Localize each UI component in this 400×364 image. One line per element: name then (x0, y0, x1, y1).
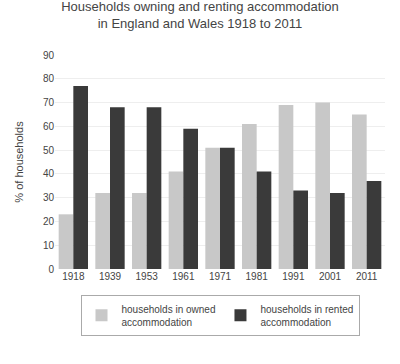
svg-text:1939: 1939 (99, 271, 122, 282)
svg-text:households in rentedaccommodat: households in rentedaccommodation (260, 304, 353, 328)
svg-text:60: 60 (43, 121, 55, 132)
svg-text:70: 70 (43, 97, 55, 108)
svg-text:50: 50 (43, 145, 55, 156)
svg-text:80: 80 (43, 73, 55, 84)
svg-text:1953: 1953 (136, 271, 159, 282)
svg-text:Households owning and renting: Households owning and renting accommodat… (61, 0, 339, 31)
svg-text:2001: 2001 (319, 271, 342, 282)
svg-text:40: 40 (43, 168, 55, 179)
svg-text:% of households: % of households (13, 121, 25, 203)
svg-text:1918: 1918 (62, 271, 85, 282)
svg-text:2011: 2011 (356, 271, 378, 282)
svg-text:households in ownedaccommodati: households in ownedaccommodation (122, 304, 216, 328)
svg-text:20: 20 (43, 216, 55, 227)
svg-text:1991: 1991 (282, 271, 305, 282)
svg-text:30: 30 (43, 192, 55, 203)
svg-text:10: 10 (43, 240, 55, 251)
svg-text:1971: 1971 (209, 271, 232, 282)
svg-text:90: 90 (43, 50, 55, 61)
svg-text:1981: 1981 (246, 271, 269, 282)
svg-text:1961: 1961 (172, 271, 195, 282)
svg-text:0: 0 (48, 264, 54, 275)
